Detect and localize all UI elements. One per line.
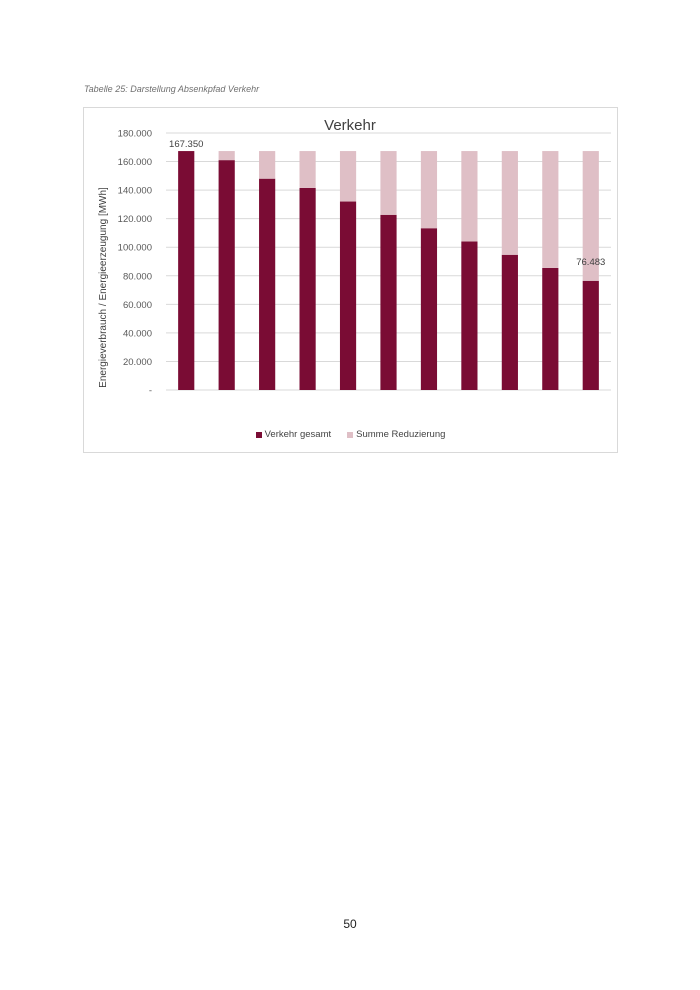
data-label: 167.350	[169, 139, 203, 150]
bar-summe-reduzierung	[542, 151, 559, 268]
bar-summe-reduzierung	[461, 151, 478, 242]
page-number: 50	[343, 917, 357, 931]
y-tick-label: 80.000	[123, 271, 152, 282]
bar-verkehr-gesamt	[501, 254, 518, 390]
bar-summe-reduzierung	[582, 151, 599, 281]
data-label: 76.483	[576, 257, 605, 268]
y-tick-label: 60.000	[123, 300, 152, 311]
bar-summe-reduzierung	[299, 151, 316, 188]
y-tick-label: 120.000	[118, 214, 152, 225]
y-tick-label: 160.000	[118, 157, 152, 168]
bar-verkehr-gesamt	[461, 241, 478, 390]
bar-verkehr-gesamt	[299, 187, 316, 390]
chart-container: - 20.000 40.000 60.000 80.000 100.000 120.000 1…	[83, 107, 618, 453]
legend-swatch-summe-reduzierung	[347, 431, 354, 438]
y-tick-label: 180.000	[118, 129, 152, 140]
legend-item-verkehr-gesamt: Verkehr gesamt	[255, 429, 332, 440]
y-tick-label: 100.000	[118, 243, 152, 254]
bar-chart: - 20.000 40.000 60.000 80.000 100.000 120.000 1…	[98, 117, 611, 397]
bar-verkehr-gesamt	[420, 228, 438, 390]
y-tick-label: -	[149, 386, 152, 397]
bar-verkehr-gesamt	[339, 201, 357, 390]
bar-verkehr-gesamt	[259, 178, 276, 390]
bar-summe-reduzierung	[339, 151, 357, 202]
bar-summe-reduzierung	[380, 151, 397, 215]
bar-verkehr-gesamt	[542, 267, 559, 390]
bar-verkehr-gesamt	[178, 151, 195, 390]
bar-verkehr-gesamt	[380, 214, 397, 390]
bar-summe-reduzierung	[420, 151, 438, 229]
chart-legend: Verkehr gesamt Summe Reduzierung	[84, 429, 617, 440]
bar-summe-reduzierung	[218, 151, 235, 161]
y-tick-label: 20.000	[123, 357, 152, 368]
chart-title: Verkehr	[324, 117, 376, 134]
bar-verkehr-gesamt	[582, 280, 599, 390]
legend-label-verkehr-gesamt: Verkehr gesamt	[264, 429, 332, 440]
legend-item-summe-reduzierung: Summe Reduzierung	[347, 429, 445, 440]
bar-summe-reduzierung	[501, 151, 518, 255]
legend-label-summe-reduzierung: Summe Reduzierung	[356, 429, 446, 440]
table-caption: Tabelle 25: Darstellung Absenkpfad Verke…	[84, 84, 260, 94]
bar-summe-reduzierung	[259, 151, 276, 179]
y-axis-label: Energieverbrauch / Energieerzeugung [MWh…	[98, 187, 109, 388]
bar-verkehr-gesamt	[218, 160, 235, 390]
y-tick-label: 40.000	[123, 328, 152, 339]
legend-swatch-verkehr-gesamt	[255, 431, 262, 438]
y-tick-label: 140.000	[118, 186, 152, 197]
